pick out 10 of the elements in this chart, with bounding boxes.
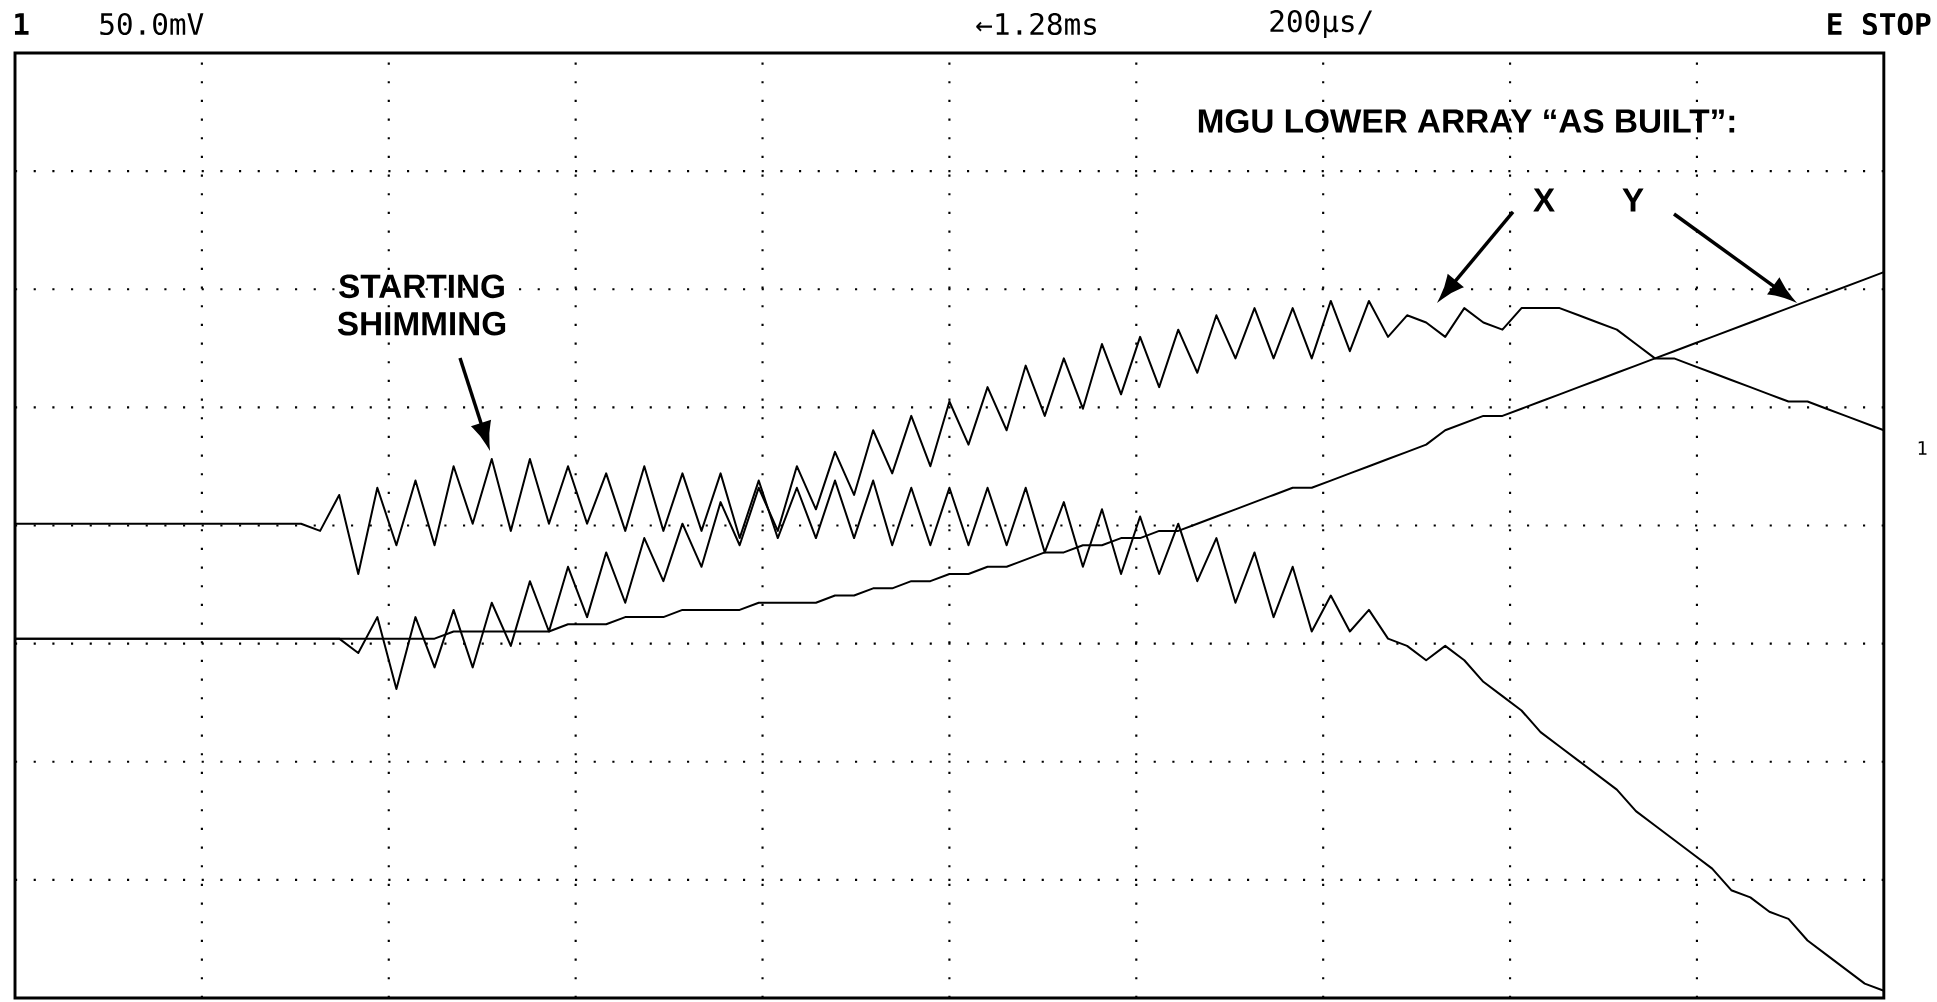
text: ←1.28ms — [976, 12, 1096, 36]
text: 1 — [14, 13, 29, 35]
annotation: STARTING SHIMMING — [337, 274, 506, 336]
chart-title: MGU LOWER ARRAY “AS BUILT”: — [1198, 109, 1735, 133]
text: 50.0mV — [100, 12, 204, 36]
text: 1 — [1918, 441, 1927, 455]
text: X — [1533, 188, 1555, 212]
text: Y — [1622, 188, 1644, 212]
text: 200µs/ — [1270, 10, 1373, 38]
text: E STOP — [1828, 12, 1931, 36]
